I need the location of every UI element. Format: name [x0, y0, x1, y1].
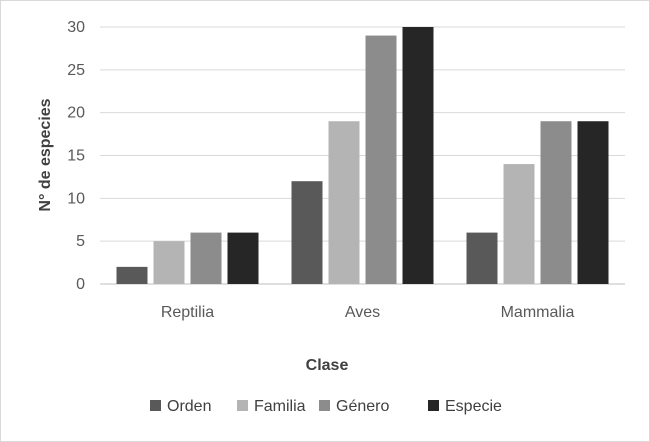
- bar-mammalia-3: [577, 121, 609, 284]
- y-tick-label: 30: [67, 19, 85, 36]
- bar-reptilia-2: [190, 232, 222, 284]
- bar-aves-2: [365, 35, 397, 284]
- x-category-label: Reptilia: [161, 304, 214, 321]
- legend-swatch: [150, 400, 161, 411]
- bar-reptilia-1: [153, 241, 185, 284]
- legend-label: Familia: [254, 398, 306, 415]
- y-axis-title: N° de especies: [37, 98, 54, 211]
- bar-reptilia-3: [227, 232, 259, 284]
- y-tick-label: 10: [67, 190, 85, 207]
- y-tick-label: 15: [67, 148, 85, 165]
- legend-swatch: [319, 400, 330, 411]
- x-category-label: Mammalia: [501, 304, 575, 321]
- y-axis-ticks: 0 5 10 15 20 25 30: [67, 19, 85, 293]
- legend-swatch: [237, 400, 248, 411]
- x-axis-categories: Reptilia Aves Mammalia: [161, 304, 575, 321]
- x-category-label: Aves: [345, 304, 380, 321]
- legend-label: Género: [336, 398, 389, 415]
- bar-reptilia-0: [116, 266, 148, 284]
- legend-label: Especie: [445, 398, 502, 415]
- legend-swatch: [428, 400, 439, 411]
- bar-aves-3: [402, 27, 434, 284]
- legend: Orden Familia Género Especie: [150, 398, 502, 415]
- y-tick-label: 25: [67, 62, 85, 79]
- y-tick-label: 20: [67, 105, 85, 122]
- bar-mammalia-2: [540, 121, 572, 284]
- bar-aves-1: [328, 121, 360, 284]
- gridlines: [100, 26, 625, 285]
- bar-mammalia-1: [503, 164, 535, 284]
- legend-label: Orden: [167, 398, 211, 415]
- bars: [116, 27, 609, 284]
- bar-aves-0: [291, 181, 323, 284]
- x-axis-title: Clase: [306, 357, 349, 374]
- y-tick-label: 0: [76, 276, 85, 293]
- bar-mammalia-0: [466, 232, 498, 284]
- y-tick-label: 5: [76, 233, 85, 250]
